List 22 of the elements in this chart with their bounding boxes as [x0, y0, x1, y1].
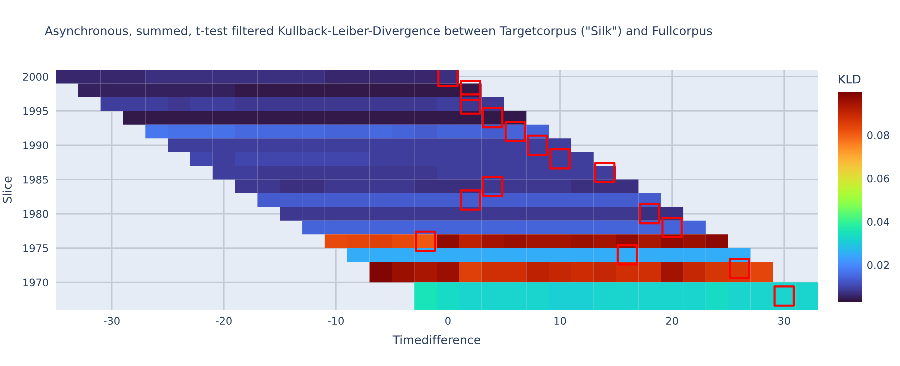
- color-bar-label: 0.06: [868, 174, 890, 183]
- x-tick-label: -10: [328, 317, 344, 326]
- x-tick-label: 10: [554, 317, 566, 326]
- y-tick-label: 1970: [24, 278, 48, 287]
- y-tick-label: 1985: [24, 176, 48, 184]
- y-axis-title: Slice: [2, 176, 12, 204]
- x-tick-label: 20: [666, 317, 678, 326]
- x-tick-label: -30: [104, 317, 120, 326]
- y-tick-label: 1980: [24, 210, 48, 218]
- color-bar-label: 0.02: [868, 261, 890, 270]
- x-tick-label: 0: [446, 317, 451, 326]
- color-bar-title: KLD: [839, 75, 861, 84]
- color-bar-label: 0.08: [868, 132, 890, 140]
- x-tick-label: -20: [216, 317, 232, 326]
- y-tick-label: 2000: [23, 73, 48, 81]
- color-bar-label: 0.04: [868, 218, 890, 226]
- x-tick-label: 30: [778, 317, 790, 326]
- y-tick-label: 1995: [24, 107, 48, 116]
- y-tick-label: 1990: [24, 142, 48, 150]
- chart-title: Asynchronous, summed, t-test filtered Kullback-Leiber-Divergence between Targetcorpus ("Silk") and Fullcorpus: [45, 26, 712, 38]
- y-tick-label: 1975: [24, 244, 48, 252]
- x-axis-title: Timedifference: [392, 335, 481, 344]
